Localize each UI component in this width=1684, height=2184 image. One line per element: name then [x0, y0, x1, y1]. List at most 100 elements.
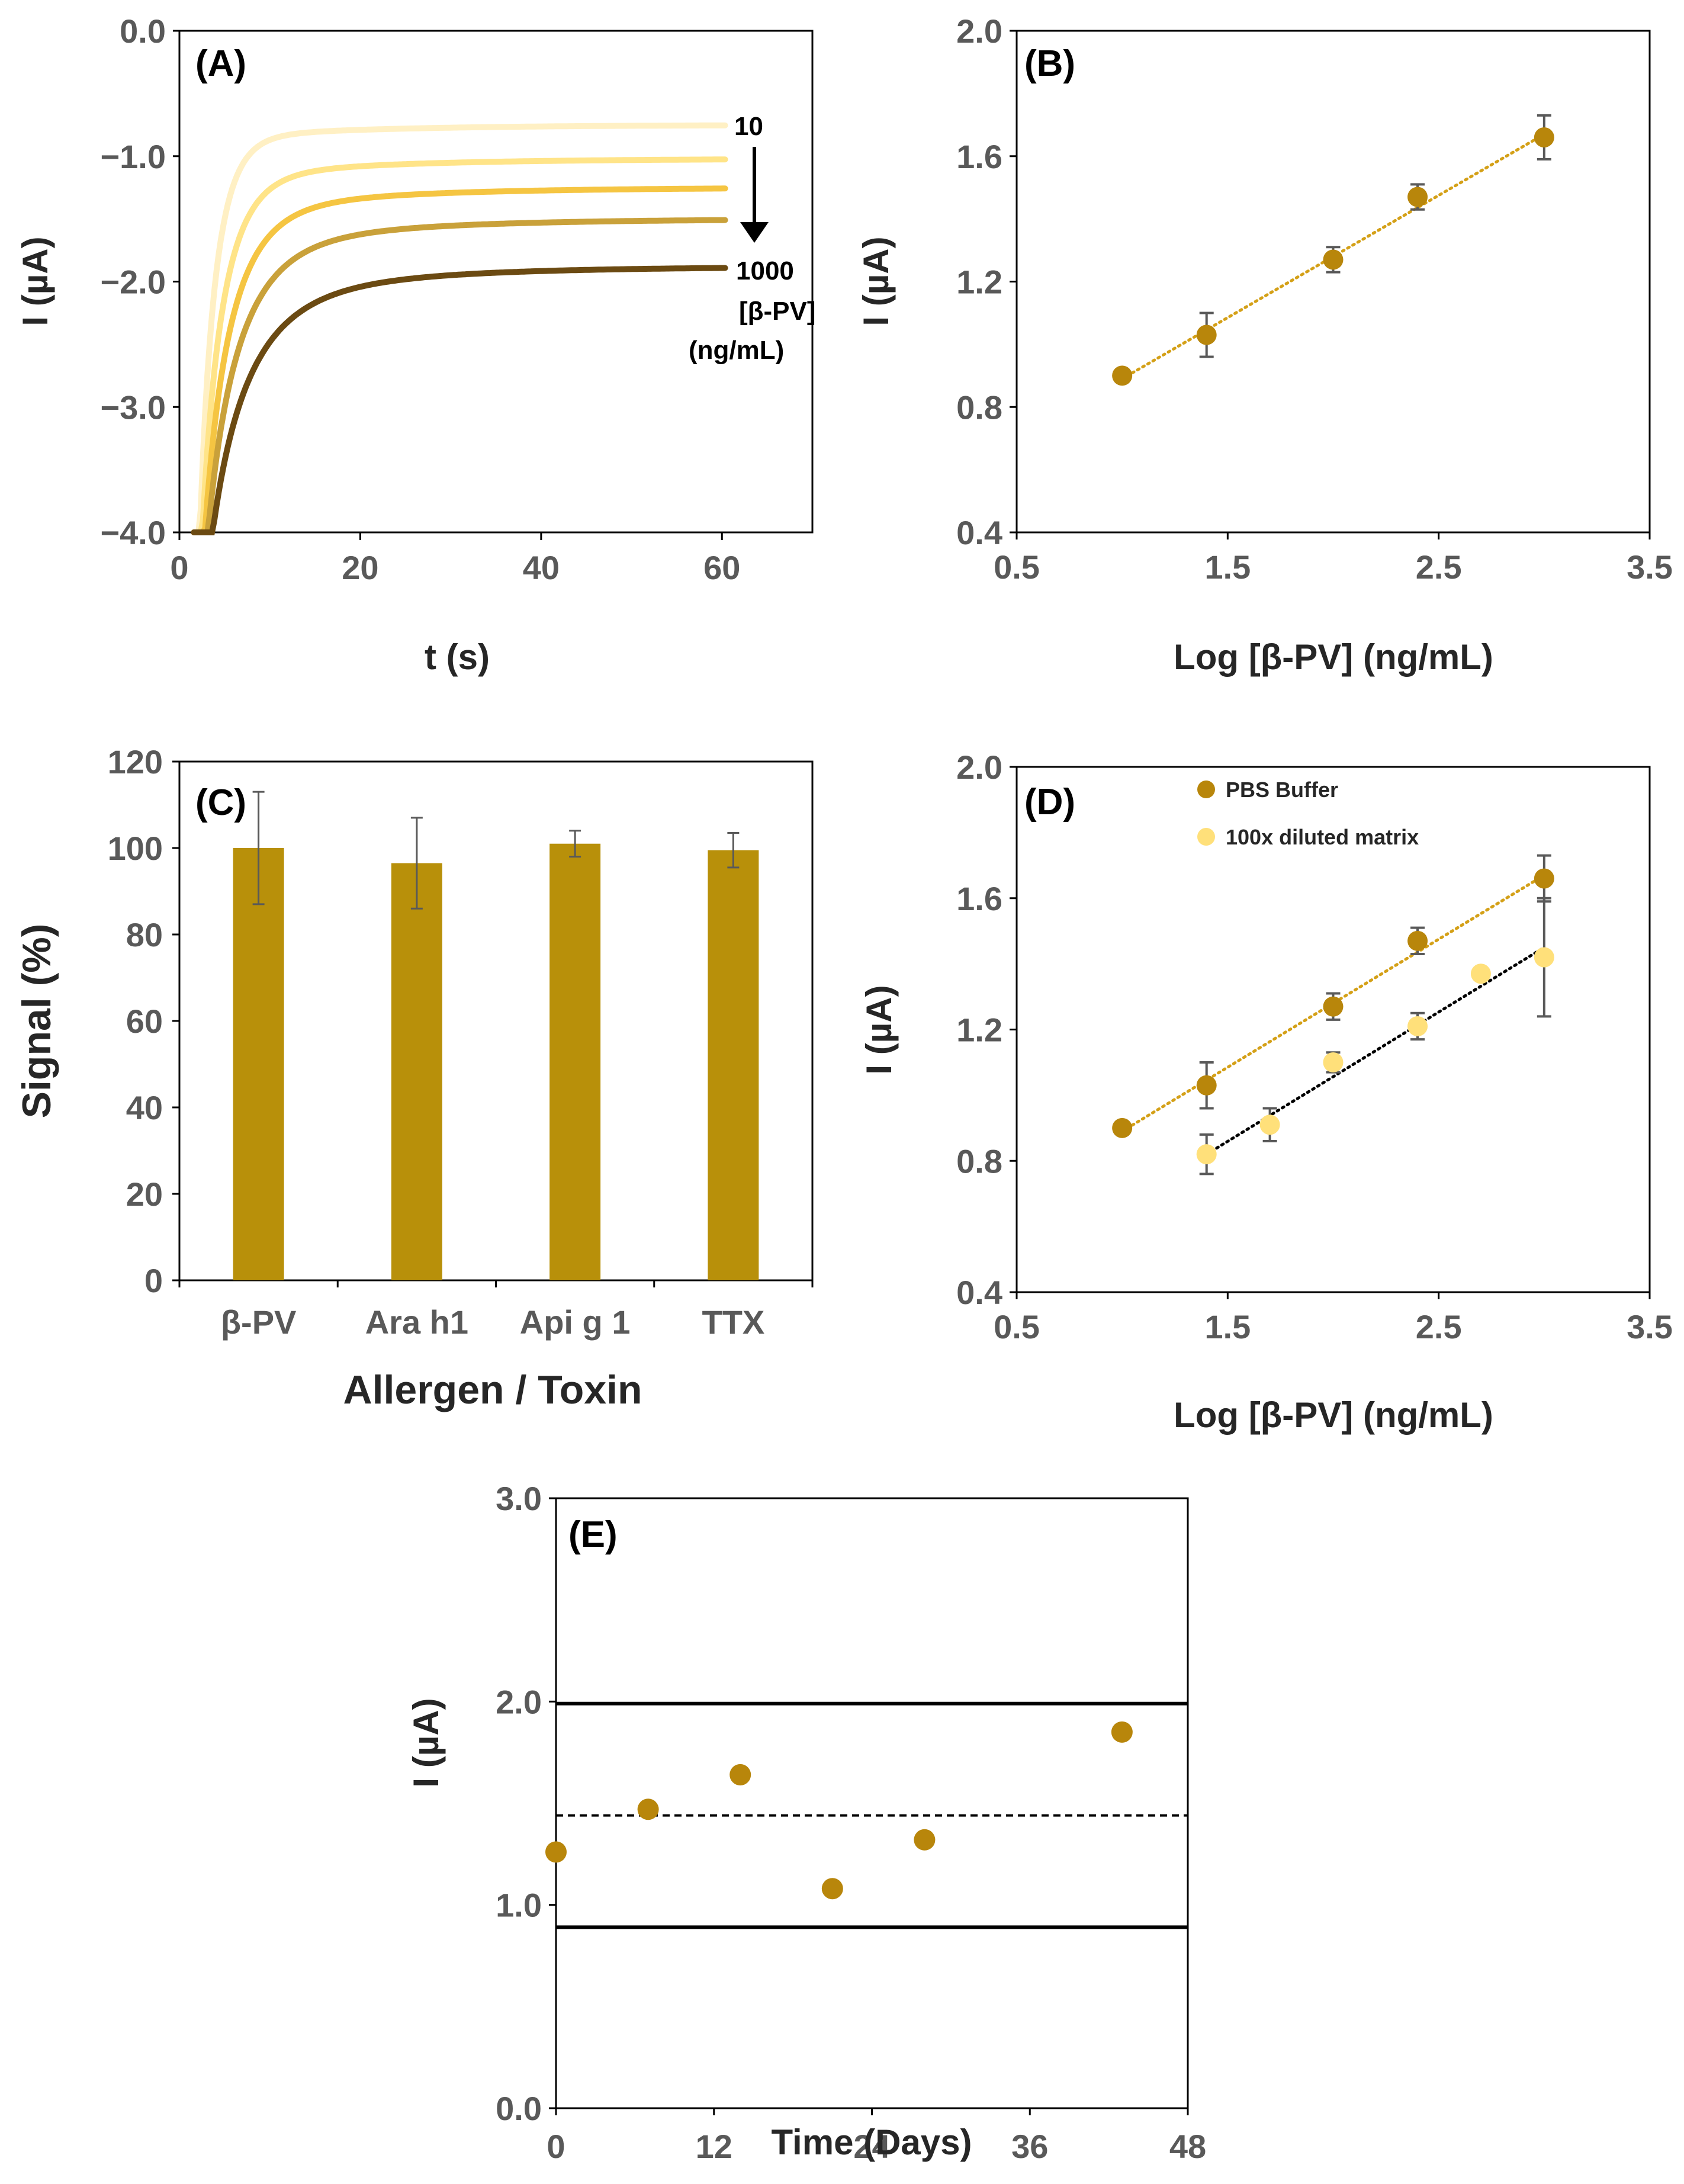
- panel-b: 0.5 1.5 2.5 3.5 0.4 0.8 1.2 1.6 2.0 (B) Log [β-P…: [856, 12, 1673, 677]
- panel-c-category-label: TTX: [702, 1303, 764, 1341]
- panel-a-curves: [191, 122, 728, 535]
- panel-a-curve-3: [191, 185, 728, 535]
- panel-a-ylabel: I (µA): [15, 236, 55, 326]
- panel-a-arrow-head: [740, 222, 769, 243]
- panel-a-curve-2: [191, 156, 728, 535]
- panel-a-xtick-label: 40: [523, 549, 560, 586]
- panel-a-xlabel: t (s): [425, 637, 490, 677]
- panel-d-point: [1534, 947, 1554, 968]
- panel-c-ytick-label: 60: [126, 1003, 163, 1040]
- panel-a-ytick-label: −3.0: [100, 388, 166, 426]
- panel-c-label: (C): [195, 782, 246, 823]
- panel-c-bar: [233, 848, 284, 1280]
- panel-e: 0 12 24 36 48 0.0 1.0 2.0 3.0 (E) Time (Days) I …: [406, 1480, 1206, 2165]
- panel-b-ytick-label: 1.2: [956, 264, 1002, 301]
- panel-d-label: (D): [1024, 782, 1075, 823]
- panel-e-ytick-label: 0.0: [496, 2090, 542, 2127]
- panel-a-annotation-unit-1: [β-PV]: [739, 297, 816, 326]
- panel-a-ytick-label: 0.0: [120, 12, 166, 50]
- panel-d-point: [1323, 996, 1344, 1017]
- panel-d-xtick-label: 1.5: [1204, 1308, 1251, 1345]
- panel-a-ytick-label: −2.0: [100, 264, 166, 301]
- panel-c-ytick-label: 40: [126, 1089, 163, 1126]
- panel-a-annotation-unit-2: (ng/mL): [689, 336, 784, 365]
- panel-c-category-label: β-PV: [221, 1303, 297, 1341]
- panel-d-xtick-label: 2.5: [1416, 1308, 1462, 1345]
- panel-c-bar: [549, 843, 601, 1280]
- panel-d-ytick-label: 2.0: [956, 749, 1002, 786]
- panel-e-xtick-label: 48: [1169, 2128, 1206, 2165]
- panel-d-point: [1323, 1052, 1344, 1072]
- panel-e-ylabel: I (µA): [406, 1698, 446, 1787]
- panel-d: 0.5 1.5 2.5 3.5 0.4 0.8 1.2 1.6 2.0 (D) PBS Buff…: [859, 749, 1673, 1435]
- panel-e-xtick-label: 12: [696, 2128, 732, 2165]
- panel-b-plot: [1112, 114, 1554, 386]
- panel-b-ytick-label: 0.4: [956, 514, 1002, 551]
- panel-d-xtick-label: 0.5: [994, 1308, 1040, 1345]
- panel-c-bar: [708, 850, 759, 1280]
- panel-b-xtick-label: 2.5: [1416, 548, 1462, 586]
- panel-c-ytick-label: 120: [108, 743, 163, 781]
- panel-b-label: (B): [1024, 43, 1075, 84]
- panel-b-frame: [1015, 30, 1651, 534]
- panel-d-xlabel: Log [β-PV] (ng/mL): [1174, 1395, 1493, 1435]
- panel-b-ylabel: I (µA): [856, 236, 896, 326]
- panel-e-ytick-label: 3.0: [496, 1480, 542, 1517]
- panel-e-ticks: 0 12 24 36 48 0.0 1.0 2.0 3.0: [496, 1480, 1206, 2165]
- panel-a-ytick-label: −4.0: [100, 514, 166, 551]
- panel-d-ytick-label: 0.4: [956, 1274, 1002, 1311]
- panel-e-point: [637, 1798, 659, 1820]
- panel-d-legend-marker-matrix: [1197, 828, 1215, 846]
- panel-b-ytick-label: 1.6: [956, 138, 1002, 175]
- panel-d-point: [1534, 868, 1554, 889]
- panel-d-point: [1407, 1016, 1428, 1036]
- panel-a-label: (A): [195, 43, 246, 84]
- panel-c-ylabel: Signal (%): [14, 924, 59, 1119]
- panel-d-point: [1259, 1115, 1280, 1135]
- panel-d-point: [1196, 1144, 1217, 1165]
- panel-e-point: [1111, 1721, 1133, 1743]
- panel-e-xtick-label: 24: [853, 2128, 890, 2165]
- panel-d-ylabel: I (µA): [859, 985, 899, 1074]
- panel-d-point: [1407, 930, 1428, 951]
- panel-a-curve-5: [191, 265, 728, 535]
- panel-d-legend-pbs: PBS Buffer: [1226, 778, 1338, 802]
- panel-e-xlabel: Time (Days): [771, 2122, 972, 2162]
- panel-c-ytick-label: 100: [108, 830, 163, 867]
- panel-e-point: [729, 1764, 751, 1785]
- panel-b-point: [1407, 187, 1428, 207]
- panel-c-ytick-label: 20: [126, 1175, 163, 1213]
- panel-b-point: [1112, 365, 1133, 386]
- panel-a-xtick-label: 20: [342, 549, 378, 586]
- panel-d-legend-marker-pbs: [1197, 781, 1215, 798]
- panel-a-curve-1: [191, 122, 728, 535]
- panel-d-xtick-label: 3.5: [1627, 1308, 1673, 1345]
- panel-b-xtick-label: 3.5: [1627, 548, 1673, 586]
- panel-c-category-label: Ara h1: [365, 1303, 468, 1341]
- panel-b-xlabel: Log [β-PV] (ng/mL): [1174, 637, 1493, 677]
- panel-b-ytick-label: 2.0: [956, 12, 1002, 50]
- panel-a-curve-4: [191, 217, 728, 535]
- panel-d-plot: [1112, 854, 1554, 1175]
- panel-b-ytick-label: 0.8: [956, 388, 1002, 426]
- panel-e-ytick-label: 1.0: [496, 1887, 542, 1924]
- panel-e-plot: [545, 1701, 1188, 1929]
- panel-e-xtick-label: 0: [547, 2128, 565, 2165]
- panel-c-ticks: β-PV Ara h1 Api g 1 TTX 0 20 40 60 80 100 120: [108, 743, 814, 1341]
- panel-b-xtick-label: 1.5: [1204, 548, 1251, 586]
- panel-b-ticks: 0.5 1.5 2.5 3.5 0.4 0.8 1.2 1.6 2.0: [956, 12, 1673, 586]
- panel-c-ytick-label: 0: [144, 1262, 163, 1299]
- panel-a-annotation-bottom: 1000: [736, 256, 794, 285]
- panel-c-ytick-label: 80: [126, 916, 163, 953]
- panel-d-fit-line-1: [1120, 873, 1546, 1133]
- panel-b-point: [1196, 325, 1217, 345]
- panel-d-point: [1470, 963, 1491, 984]
- panel-b-xtick-label: 0.5: [994, 548, 1040, 586]
- panel-e-point: [545, 1841, 567, 1863]
- panel-e-xtick-label: 36: [1011, 2128, 1048, 2165]
- panel-d-point: [1196, 1075, 1217, 1096]
- panel-d-ytick-label: 0.8: [956, 1142, 1002, 1180]
- panel-b-point: [1534, 127, 1554, 147]
- panel-e-ytick-label: 2.0: [496, 1683, 542, 1720]
